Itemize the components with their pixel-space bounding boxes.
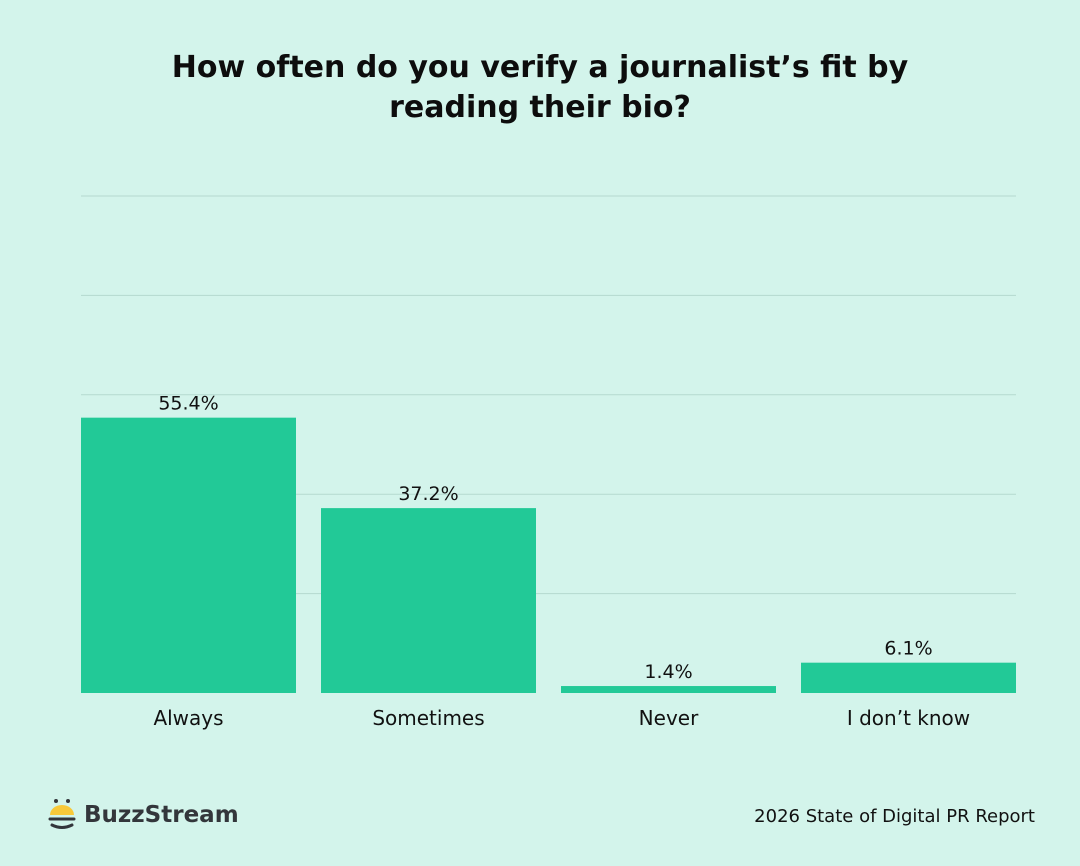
x-tick-label: Sometimes (372, 706, 484, 730)
brand-name: BuzzStream (84, 802, 239, 828)
buzzstream-logo: BuzzStream (48, 798, 239, 832)
data-label: 1.4% (644, 661, 692, 683)
data-label: 6.1% (884, 638, 932, 660)
bar (321, 508, 536, 693)
bar (801, 662, 1016, 693)
source-note: 2026 State of Digital PR Report (754, 806, 1035, 827)
chart-title: How often do you verify a journalist’s f… (171, 50, 909, 125)
bar (81, 417, 296, 693)
bar (561, 686, 776, 693)
x-tick-label: Never (639, 706, 699, 730)
bar-chart: 55.4% Always 37.2% Sometimes 1.4% Never 6.1% I … (81, 195, 1016, 730)
x-tick-label: Always (153, 706, 223, 730)
data-label: 55.4% (158, 393, 218, 415)
data-label: 37.2% (398, 483, 458, 505)
bee-logo-icon (48, 799, 76, 829)
x-tick-label: I don’t know (847, 706, 970, 730)
